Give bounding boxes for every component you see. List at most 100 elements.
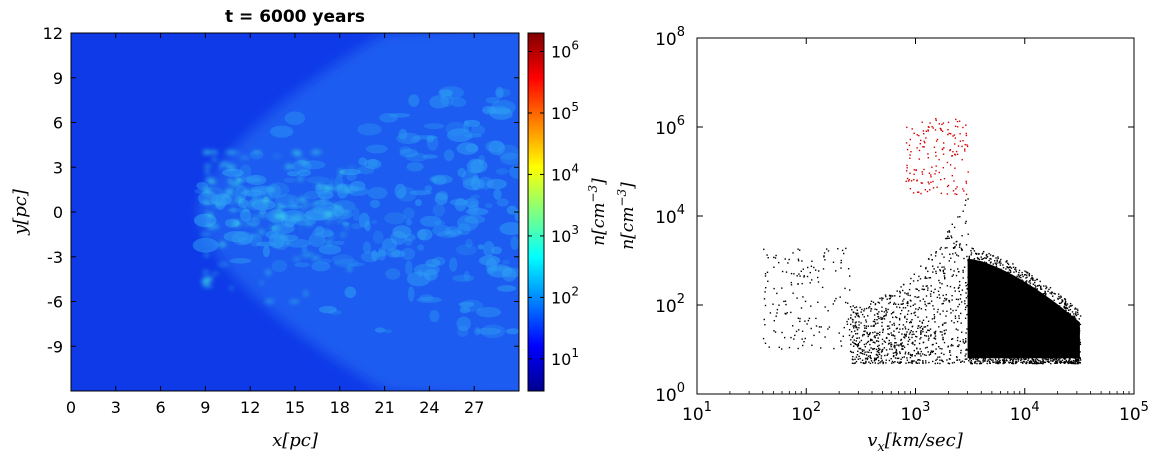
dense-clump [290,203,300,208]
scatter-point [896,344,898,346]
scatter-point [824,259,826,261]
scatter-point [989,258,991,260]
scatter-series-red [905,118,969,196]
scatter-point [908,179,910,181]
scatter-point [869,356,871,358]
scatter-point [861,335,864,337]
scatter-point [905,362,907,364]
scatter-point [934,331,936,334]
scatter-point [773,320,775,322]
scatter-point [870,308,873,310]
scatter-point [927,287,929,289]
scatter-point [967,295,969,297]
scatter-point [878,353,881,356]
filament-blob [220,196,227,208]
filament-blob [377,249,388,257]
filament-blob [429,174,453,184]
scatter-point [870,351,872,354]
scatter-point [884,294,887,296]
scatter-point [907,353,910,355]
scatter-point [1074,307,1077,309]
scatter-point [894,335,896,337]
scatter-point [817,276,819,279]
scatter-point [855,312,857,314]
scatter-point [840,340,842,342]
scatter-point [1073,313,1075,315]
scatter-point [927,129,929,131]
scatter-point [952,344,954,347]
scatter-point [911,128,913,130]
scatter-point [774,257,777,259]
filament-blob [385,268,401,280]
scatter-point [913,169,915,171]
filament-blob [447,128,473,142]
filament-blob [374,327,386,333]
scatter-point [1030,360,1032,362]
filament-blob [363,159,382,170]
scatter-point [908,351,910,354]
scatter-point [945,299,947,301]
scatter-point [1068,309,1070,312]
scatter-point [1040,288,1042,290]
scatter-point [982,252,984,254]
dense-clump [292,215,302,219]
scatter-point [942,338,944,340]
scatter-point [1009,269,1012,272]
scatter-point [917,351,919,354]
filament-blob [265,230,279,239]
scatter-point [901,333,903,335]
scatter-point [863,343,866,346]
scatter-point [873,357,876,359]
filament-blob [369,199,381,209]
scatter-point [954,125,957,127]
filament-blob [502,260,510,265]
scatter-point [920,325,923,328]
dense-clump [253,215,257,221]
dense-clump [303,290,308,297]
scatter-point [1075,313,1077,316]
scatter-point [951,338,954,340]
scatter-point [930,176,932,178]
scatter-point [949,149,952,151]
scatter-point [1057,298,1059,300]
scatter-point [843,326,845,329]
scatter-point [947,231,949,233]
scatter-point [894,352,896,354]
scatter-point [965,332,967,334]
scatter-point [1024,358,1026,360]
scatter-point [946,285,949,287]
scatter-point [902,328,904,330]
filament-blob [468,200,479,216]
scatter-point [1028,281,1030,283]
scatter-point [935,342,938,344]
scatter-point [908,333,911,335]
scatter-point [889,301,891,304]
scatter-point [885,313,887,315]
scatter-point [992,361,994,363]
scatter-point [801,330,804,332]
scatter-point [900,339,902,341]
scatter-point [959,133,961,135]
scatter-point [1002,264,1004,266]
scatter-point [1074,316,1076,318]
scatter-point [865,343,867,345]
filament-blob [405,218,412,226]
scatter-point [996,259,998,261]
scatter-point [976,362,978,365]
scatter-point [950,343,953,346]
scatter-point [951,223,953,225]
scatter-point [909,356,912,359]
scatter-point [1045,358,1047,360]
scatter-point [850,339,852,341]
scatter-point [913,349,915,352]
scatter-point [918,158,920,160]
scatter-point [961,235,963,237]
scatter-point [906,318,908,320]
dense-clump [289,300,300,303]
scatter-point [1032,362,1034,365]
scatter-point [892,361,895,364]
scatter-point [853,311,855,314]
scatter-point [883,347,886,349]
scatter-point [850,314,852,316]
filament-blob [496,144,519,160]
